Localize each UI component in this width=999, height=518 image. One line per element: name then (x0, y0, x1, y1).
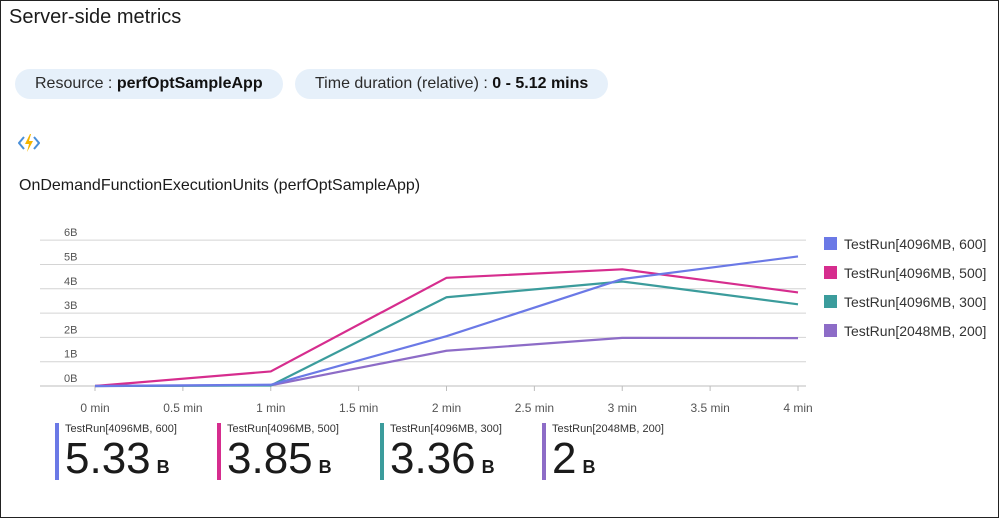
metric-value: 3.36 B (390, 436, 502, 490)
metric-number: 5.33 (65, 434, 151, 483)
metric-unit: B (582, 457, 596, 477)
legend-item[interactable]: TestRun[4096MB, 300] (824, 287, 986, 316)
x-tick-label: 1.5 min (339, 401, 378, 415)
legend-item[interactable]: TestRun[4096MB, 500] (824, 258, 986, 287)
metric-tile: TestRun[2048MB, 200] 2 B (542, 423, 664, 483)
y-tick-label: 6B (64, 227, 77, 239)
series-line (94, 280, 799, 388)
metric-value: 3.85 B (227, 436, 339, 490)
x-tick-label: 3 min (608, 401, 637, 415)
chart-title: OnDemandFunctionExecutionUnits (perfOptS… (19, 177, 421, 194)
x-tick-label: 0 min (80, 401, 109, 415)
metric-number: 3.85 (227, 434, 313, 483)
metric-color-bar (55, 423, 59, 480)
duration-value: 0 - 5.12 mins (492, 75, 589, 92)
metric-tile: TestRun[4096MB, 300] 3.36 B (380, 423, 502, 483)
metric-value: 5.33 B (65, 436, 177, 490)
legend-swatch (824, 295, 837, 308)
resource-value: perfOptSampleApp (116, 75, 263, 92)
series-line (94, 268, 799, 388)
legend-swatch (824, 324, 837, 337)
function-app-icon (18, 134, 40, 152)
metric-unit: B (156, 457, 170, 477)
metric-color-bar (380, 423, 384, 480)
resource-filter-pill[interactable]: Resource : perfOptSampleApp (15, 69, 283, 99)
metric-number: 2 (552, 434, 577, 483)
metric-unit: B (318, 457, 332, 477)
y-tick-label: 5B (64, 251, 77, 263)
y-tick-label: 3B (64, 300, 77, 312)
legend-label: TestRun[4096MB, 500] (844, 264, 987, 281)
metric-name: TestRun[4096MB, 600] (65, 423, 177, 435)
legend-item[interactable]: TestRun[4096MB, 600] (824, 229, 986, 258)
legend-item[interactable]: TestRun[2048MB, 200] (824, 316, 986, 345)
page-title: Server-side metrics (9, 6, 182, 28)
metric-number: 3.36 (390, 434, 476, 483)
legend-label: TestRun[2048MB, 200] (844, 322, 987, 339)
line-chart: 0B 1B 2B 3B 4B 5B 6B 0 min 0.5 min 1 min 1.5 min 2 … (40, 227, 813, 415)
metric-name: TestRun[4096MB, 300] (390, 423, 502, 435)
series-line (94, 255, 799, 388)
legend-label: TestRun[4096MB, 300] (844, 293, 987, 310)
metric-unit: B (481, 457, 495, 477)
legend-label: TestRun[4096MB, 600] (844, 235, 987, 252)
x-tick-label: 4 min (783, 401, 812, 415)
duration-label: Time duration (relative) : (315, 75, 493, 92)
x-tick-label: 2 min (432, 401, 461, 415)
y-tick-label: 0B (64, 373, 77, 385)
chart-legend: TestRun[4096MB, 600] TestRun[4096MB, 500]… (824, 229, 986, 345)
legend-swatch (824, 266, 837, 279)
x-tick-label: 3.5 min (690, 401, 729, 415)
resource-label: Resource : (35, 75, 117, 92)
metric-name: TestRun[2048MB, 200] (552, 423, 664, 435)
x-tick-label: 2.5 min (515, 401, 554, 415)
legend-swatch (824, 237, 837, 250)
y-tick-label: 1B (64, 349, 77, 361)
metric-color-bar (217, 423, 221, 480)
y-tick-label: 4B (64, 276, 77, 288)
y-tick-label: 2B (64, 324, 77, 336)
metric-color-bar (542, 423, 546, 480)
metric-tile: TestRun[4096MB, 500] 3.85 B (217, 423, 339, 483)
x-tick-label: 0.5 min (163, 401, 202, 415)
metric-name: TestRun[4096MB, 500] (227, 423, 339, 435)
metric-tile: TestRun[4096MB, 600] 5.33 B (55, 423, 177, 483)
time-duration-filter-pill[interactable]: Time duration (relative) : 0 - 5.12 mins (295, 69, 609, 99)
x-tick-label: 1 min (256, 401, 285, 415)
